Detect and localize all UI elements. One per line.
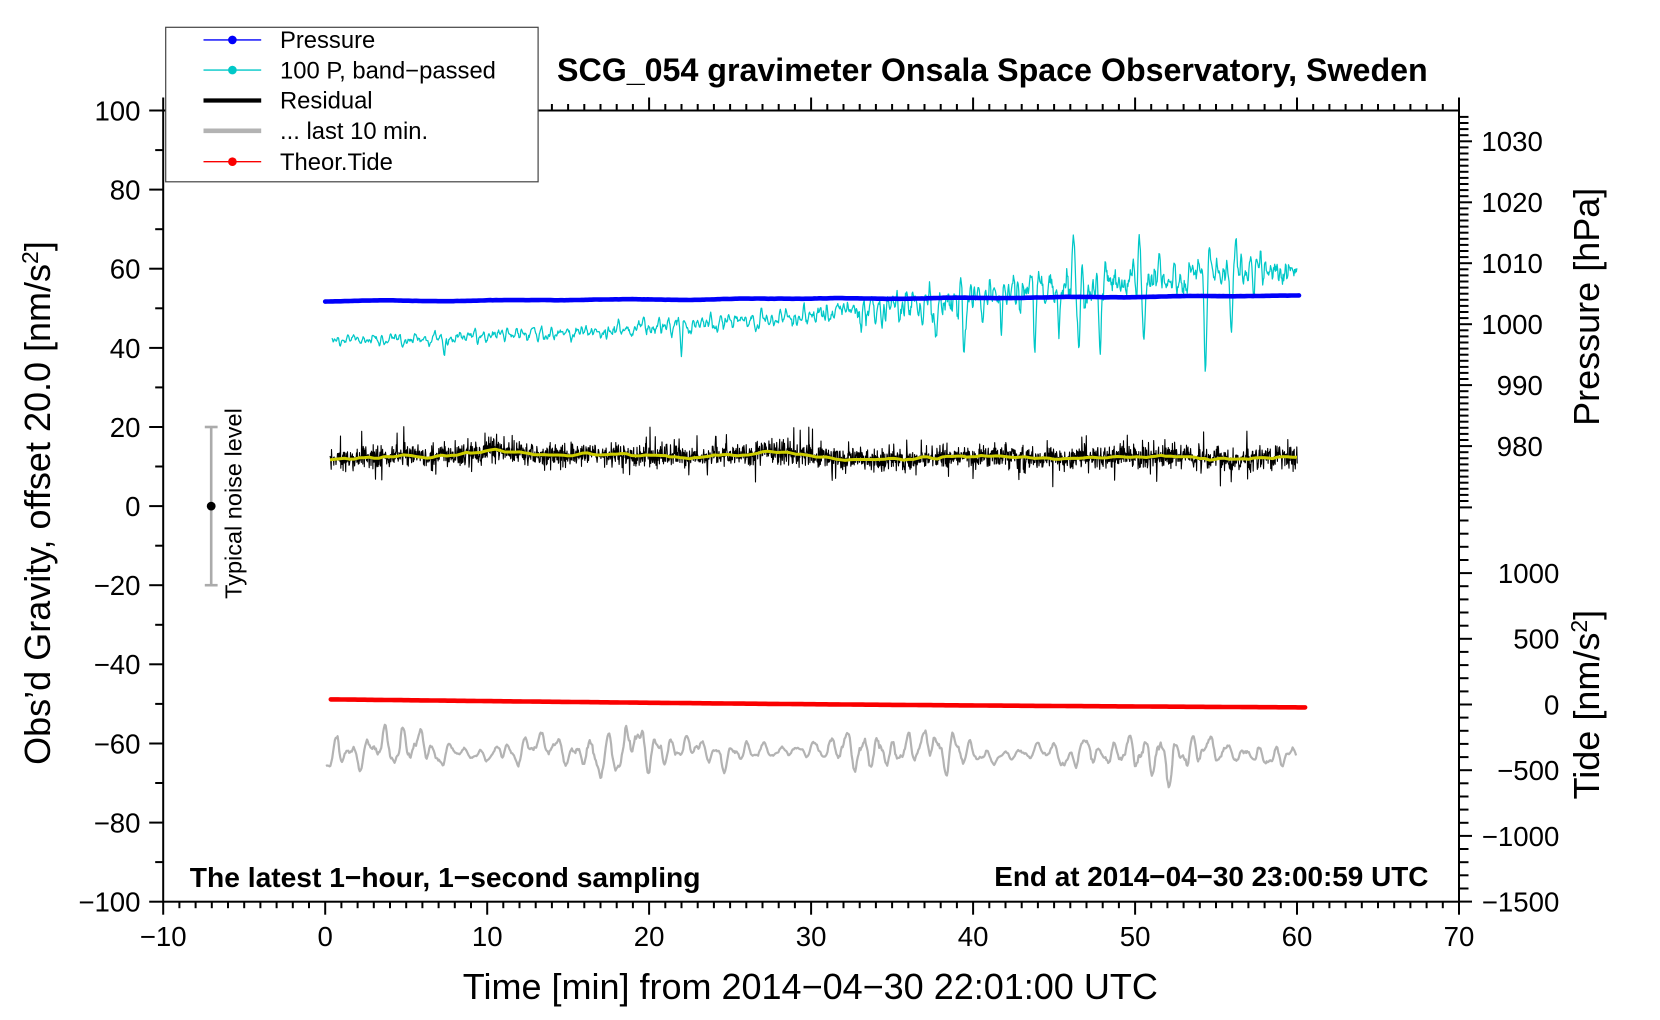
- svg-text:70: 70: [1444, 921, 1475, 952]
- svg-text:−40: −40: [94, 649, 141, 680]
- svg-text:−500: −500: [1497, 755, 1559, 786]
- svg-text:1000: 1000: [1481, 309, 1542, 340]
- svg-text:0: 0: [125, 491, 140, 522]
- svg-text:−1500: −1500: [1482, 887, 1560, 918]
- svg-text:0: 0: [1544, 689, 1559, 720]
- svg-text:50: 50: [1120, 921, 1151, 952]
- svg-text:60: 60: [1282, 921, 1313, 952]
- svg-text:SCG_054 gravimeter Onsala Spac: SCG_054 gravimeter Onsala Space Observat…: [557, 52, 1428, 88]
- svg-text:Pressure: Pressure: [280, 27, 375, 54]
- svg-text:60: 60: [110, 254, 141, 285]
- svg-text:990: 990: [1497, 370, 1543, 401]
- svg-text:−10: −10: [140, 921, 187, 952]
- svg-text:The latest 1−hour, 1−second sa: The latest 1−hour, 1−second sampling: [190, 861, 701, 893]
- svg-text:100: 100: [94, 95, 140, 126]
- svg-text:1020: 1020: [1481, 187, 1542, 218]
- svg-text:0: 0: [318, 921, 333, 952]
- svg-text:−20: −20: [94, 570, 141, 601]
- svg-text:100 P, band−passed: 100 P, band−passed: [280, 57, 496, 84]
- svg-text:Pressure [hPa]: Pressure [hPa]: [1566, 188, 1607, 426]
- svg-text:Theor.Tide: Theor.Tide: [280, 149, 393, 176]
- svg-text:End at 2014−04−30 23:00:59 UTC: End at 2014−04−30 23:00:59 UTC: [994, 861, 1428, 892]
- svg-text:10: 10: [472, 921, 503, 952]
- svg-text:1030: 1030: [1481, 126, 1542, 157]
- svg-text:20: 20: [634, 921, 665, 952]
- svg-text:−80: −80: [94, 808, 141, 839]
- svg-text:−1000: −1000: [1482, 821, 1560, 852]
- svg-text:Tide [nm/s2]: Tide [nm/s2]: [1566, 610, 1607, 800]
- svg-text:500: 500: [1513, 624, 1559, 655]
- svg-text:40: 40: [958, 921, 989, 952]
- svg-text:Obs’d Gravity, offset 20.0 [nm: Obs’d Gravity, offset 20.0 [nm/s2]: [17, 241, 58, 765]
- svg-text:−60: −60: [94, 728, 141, 759]
- svg-text:980: 980: [1497, 431, 1543, 462]
- svg-text:1000: 1000: [1498, 558, 1559, 589]
- svg-text:30: 30: [796, 921, 827, 952]
- svg-text:Residual: Residual: [280, 88, 373, 115]
- svg-text:80: 80: [110, 175, 141, 206]
- svg-text:Time [min] from 2014−04−30 22:: Time [min] from 2014−04−30 22:01:00 UTC: [463, 966, 1158, 1007]
- svg-text:20: 20: [110, 412, 141, 443]
- svg-text:40: 40: [110, 333, 141, 364]
- svg-text:1010: 1010: [1481, 248, 1542, 279]
- svg-text:−100: −100: [78, 887, 140, 918]
- svg-text:... last 10 min.: ... last 10 min.: [280, 118, 428, 145]
- svg-text:Typical noise level: Typical noise level: [221, 408, 247, 599]
